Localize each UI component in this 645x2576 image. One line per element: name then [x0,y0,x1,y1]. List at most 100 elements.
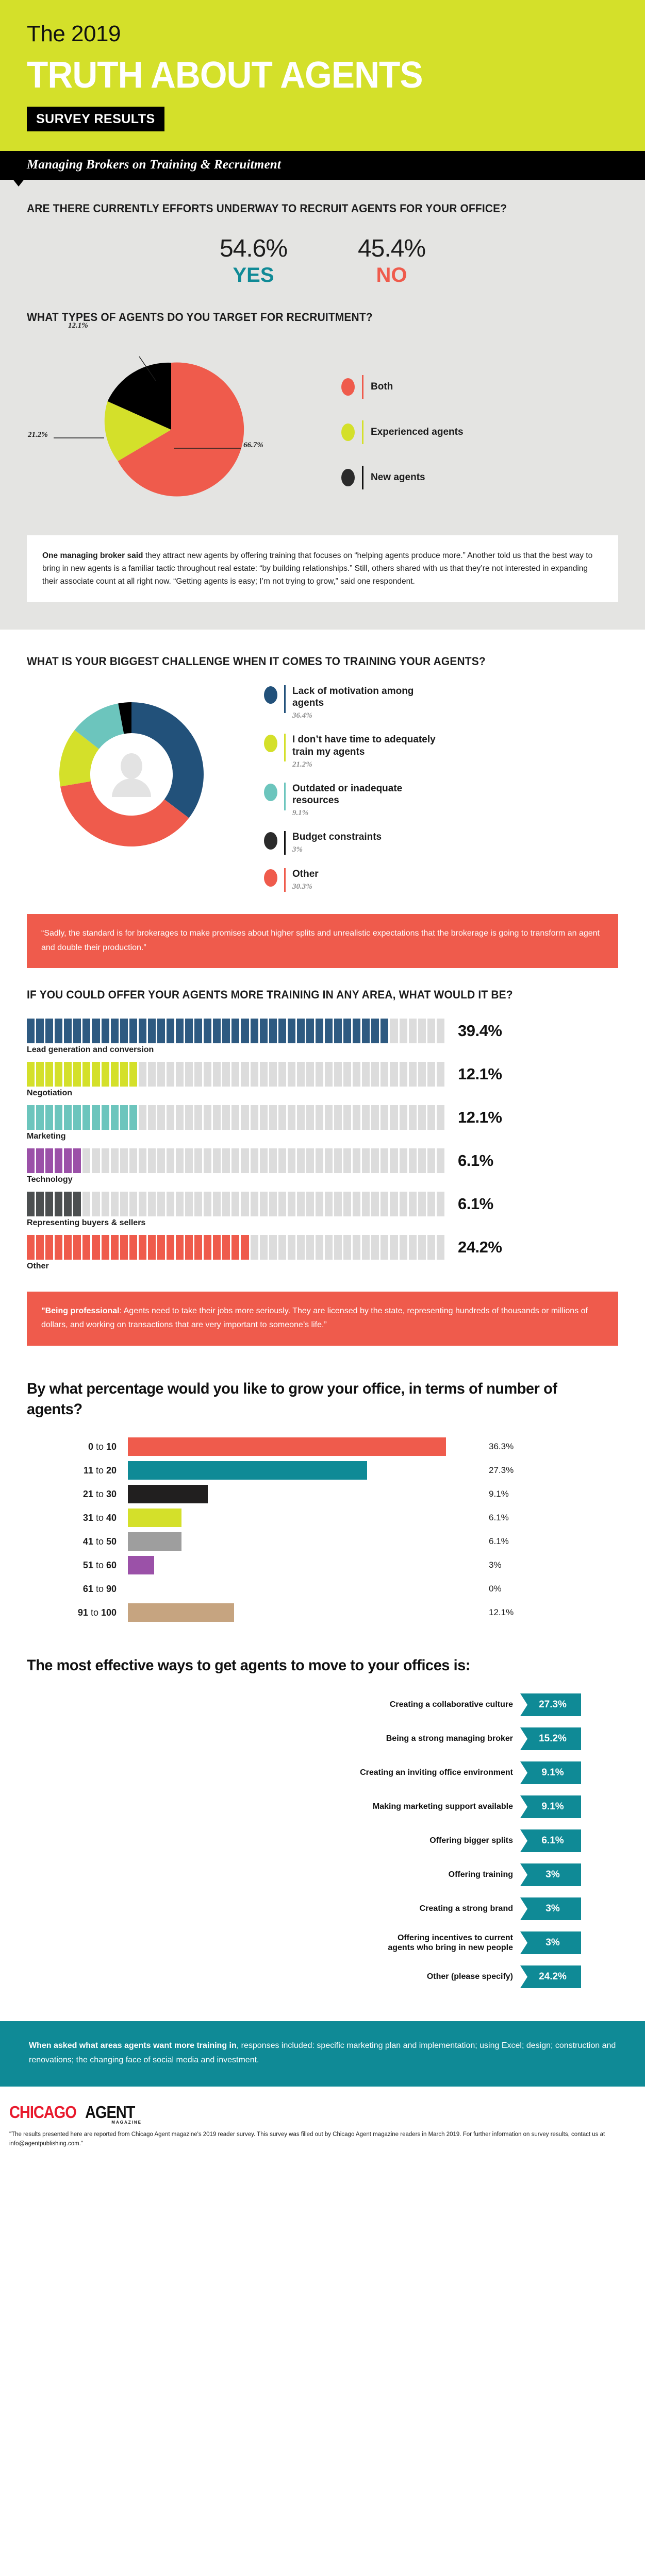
stripe-segment [408,1018,417,1043]
grow-row: 61 to 90 0% [27,1577,618,1601]
move-label: Other (please specify) [426,1972,513,1981]
stripe-segment [381,1105,389,1130]
legend-item-other: Other 30.3% [264,868,447,892]
chicago-agent-logo: CHICAGO AGENT MAGAZINE [9,2104,636,2125]
pie-slice-both [118,362,244,497]
bar-label: Negotiation [27,1088,72,1097]
page-title: TRUTH ABOUT AGENTS [27,55,423,96]
grow-question: By what percentage would you like to gro… [27,1380,557,1418]
stripe-segment [296,1061,305,1087]
stripe-segment [427,1061,435,1087]
infographic-page: The 2019 TRUTH ABOUT AGENTS SURVEY RESUL… [0,0,645,2147]
legend-item-resources: Outdated or inadequate resources 9.1% [264,782,447,818]
stripe-segment [259,1234,268,1260]
stripe-segment [250,1191,258,1216]
bar-percent: 24.2% [458,1238,502,1256]
legend-rule [362,465,363,489]
stripe-segment [259,1018,268,1043]
no-stat: 45.4% NO [343,236,441,285]
grow-row: 0 to 10 36.3% [27,1435,618,1459]
stripe-segment [101,1061,109,1087]
stripe-segment [306,1105,314,1130]
stripe-segment [241,1191,249,1216]
stripe-segment [92,1105,100,1130]
grow-range-label: 91 to 100 [77,1607,117,1618]
broker-quote-body: they attract new agents by offering trai… [42,551,593,586]
yes-stat: 54.6% YES [205,236,303,285]
stripe-segment [418,1148,426,1173]
stripe-segment [315,1105,323,1130]
stripe-segment [325,1148,333,1173]
move-label: Offering incentives to current agents wh… [388,1933,513,1952]
stripe-segment [222,1191,230,1216]
stripe-segment [250,1061,258,1087]
stripe-segment [241,1105,249,1130]
stripe-segment [120,1234,128,1260]
stripe-segment [138,1105,146,1130]
stripe-segment [101,1234,109,1260]
grow-bar [128,1461,368,1480]
stripe-segment [110,1061,119,1087]
stripe-segment [390,1191,398,1216]
move-percent-tag: 27.3% [520,1693,581,1716]
legend-item-time: I don’t have time to adequately train my… [264,734,447,769]
stripe-segment [204,1234,212,1260]
stripe-segment [194,1105,203,1130]
stripe-segment [418,1105,426,1130]
legend-dot-icon [341,423,355,441]
stripe-segment [45,1234,54,1260]
stripe-segment [325,1234,333,1260]
donut-legend: Lack of motivation among agents 36.4% I … [264,685,447,892]
stripe-segment [55,1105,63,1130]
move-percent-tag: 24.2% [520,1965,581,1988]
stripe-segment [315,1148,323,1173]
stripe-segment [185,1105,193,1130]
stripe-segment [204,1148,212,1173]
stripe-segment [185,1148,193,1173]
stripe-segment [259,1105,268,1130]
bar-row: 6.1% Technology [27,1148,618,1184]
legend-item-new: New agents [341,465,464,489]
stripe-segment [147,1018,156,1043]
stripe-segment [166,1018,174,1043]
stripe-segment [73,1105,81,1130]
stripe-segment [362,1061,370,1087]
legend-rule [284,734,286,762]
bar-row: 24.2% Other [27,1234,618,1271]
stripe-segment [176,1191,184,1216]
stripe-segment [147,1105,156,1130]
stripe-segment [287,1061,295,1087]
stripe-segment [287,1191,295,1216]
stripe-segment [325,1191,333,1216]
move-row: Creating a strong brand 3% [27,1897,618,1920]
professional-quote-body: : Agents need to take their jobs more se… [41,1306,588,1330]
stripe-segment [166,1061,174,1087]
stripe-segment [287,1234,295,1260]
stripe-segment [278,1018,286,1043]
stripe-segment [296,1148,305,1173]
stripe-segment [353,1148,361,1173]
stripe-segment [194,1191,203,1216]
sadly-quote-box: “Sadly, the standard is for brokerages t… [27,914,618,969]
stripe-segment [185,1234,193,1260]
stripe-track [27,1061,444,1087]
stripe-segment [222,1061,230,1087]
grow-percent: 12.1% [489,1607,514,1618]
stripe-segment [92,1018,100,1043]
grow-bars: 0 to 10 36.3% 11 to 20 27.3% 21 to 30 9.1% 31 … [27,1435,618,1624]
stripe-segment [362,1234,370,1260]
legend-dot-icon [264,869,277,887]
stripe-segment [27,1105,35,1130]
stripe-segment [250,1018,258,1043]
stripe-segment [82,1061,91,1087]
stripe-segment [334,1105,342,1130]
sadly-quote-text: “Sadly, the standard is for brokerages t… [41,929,600,952]
stripe-segment [287,1018,295,1043]
stripe-segment [436,1061,444,1087]
broker-quote-lead: One managing broker said [42,551,143,560]
pie-callout-new: 12.1% [68,321,88,330]
stripe-segment [82,1148,91,1173]
stripe-segment [353,1018,361,1043]
stripe-segment [82,1105,91,1130]
stripe-segment [427,1018,435,1043]
